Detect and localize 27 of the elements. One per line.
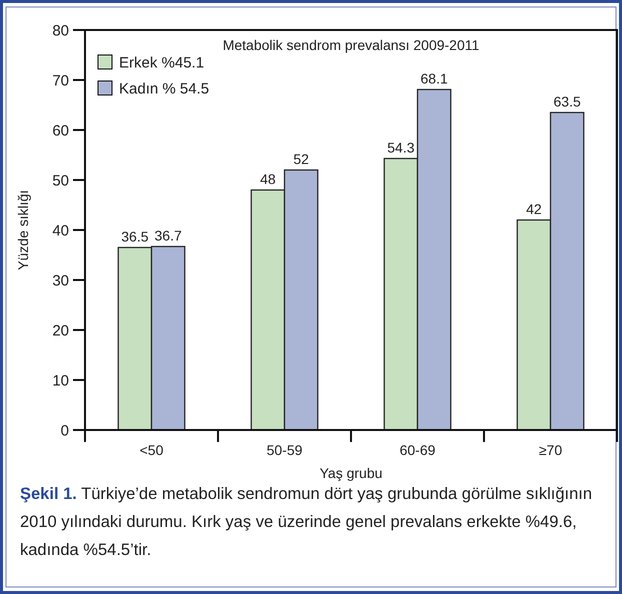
data-label: 68.1 bbox=[420, 70, 448, 86]
x-tick-label: <50 bbox=[140, 442, 164, 458]
y-tick-label: 40 bbox=[52, 222, 69, 240]
y-tick-label: 50 bbox=[52, 172, 69, 190]
y-tick-label: 70 bbox=[52, 72, 69, 90]
data-label: 42 bbox=[526, 201, 542, 217]
data-label: 36.5 bbox=[121, 228, 149, 244]
y-tick-label: 0 bbox=[60, 422, 69, 440]
y-tick-label: 10 bbox=[52, 372, 69, 390]
text: Metabolik sendrom prevalansı 2009-2011 bbox=[222, 36, 480, 53]
y-tick-label: 60 bbox=[52, 122, 69, 140]
y-tick-label: 80 bbox=[52, 22, 69, 40]
y-tick-label: 20 bbox=[52, 322, 69, 340]
y-tick-label: 30 bbox=[52, 272, 69, 290]
x-tick-label: ≥70 bbox=[538, 442, 562, 458]
y-axis-title: Yüzde sıklığı bbox=[15, 190, 31, 270]
data-label: 52 bbox=[293, 151, 310, 167]
data-label: 54.3 bbox=[387, 140, 415, 156]
data-label: 48 bbox=[260, 171, 276, 187]
legend-label: Kadın % 54.5 bbox=[119, 80, 210, 98]
x-tick-label: 50-59 bbox=[266, 442, 303, 458]
legend-label: Erkek %45.1 bbox=[119, 54, 204, 72]
data-label: 36.7 bbox=[154, 228, 182, 244]
x-axis-title: Yaş grubu bbox=[320, 464, 382, 481]
x-tick-label: 60-69 bbox=[400, 442, 436, 458]
text: Şekil 1. bbox=[20, 484, 77, 503]
data-label: 63.5 bbox=[554, 94, 581, 110]
